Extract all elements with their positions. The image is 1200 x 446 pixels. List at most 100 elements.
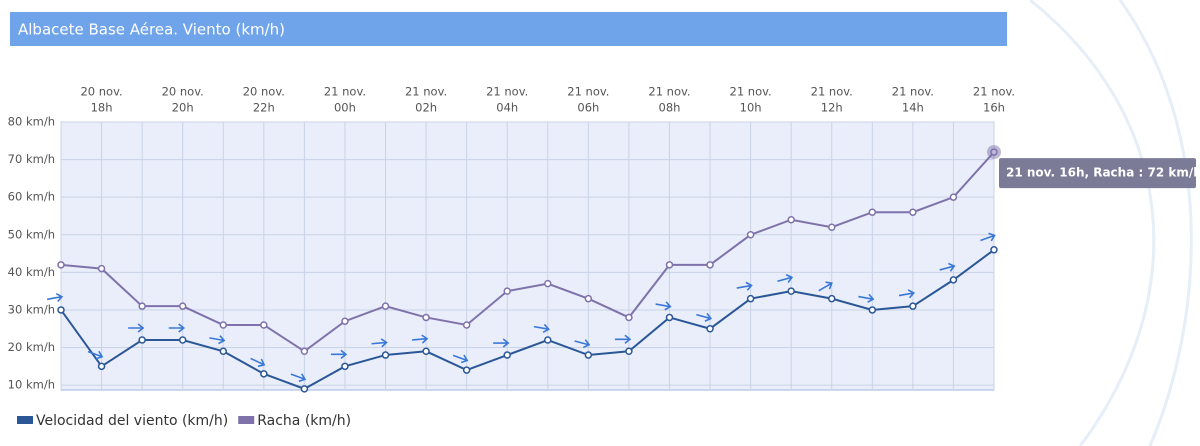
series-line (60, 248, 995, 390)
direction-arrow (168, 323, 185, 333)
data-point (827, 223, 836, 231)
data-point (178, 302, 187, 310)
data-point (97, 264, 106, 273)
y-tick-label: 40 km/h (8, 265, 55, 279)
data-point (97, 362, 106, 371)
data-point (584, 294, 593, 303)
data-point (138, 302, 146, 310)
series-line (60, 151, 995, 353)
data-point (57, 306, 65, 314)
x-tick-label: 21 nov. (324, 85, 366, 99)
direction-arrow (493, 338, 510, 348)
data-point (300, 347, 309, 356)
x-tick-label: 21 nov. (730, 85, 772, 99)
x-tick-label: 21 nov. (405, 85, 447, 99)
x-tick-label: 21 nov. (811, 85, 853, 99)
x-tick-label: 00h (334, 101, 356, 115)
data-point (827, 294, 836, 303)
chart-title: Albacete Base Aérea. Viento (km/h) (18, 21, 285, 39)
legend-swatch (238, 416, 255, 424)
x-tick-label: 21 nov. (567, 85, 609, 99)
tooltip-text: 21 nov. 16h, Racha : 72 km/h (1006, 166, 1200, 180)
data-point (422, 347, 430, 356)
tooltip-box (999, 158, 1196, 189)
direction-arrow (818, 281, 833, 292)
x-tick-label: 14h (902, 101, 924, 115)
data-point (746, 294, 755, 303)
x-tick-label: 20h (172, 101, 194, 115)
data-point (57, 261, 65, 269)
direction-arrow (128, 323, 145, 333)
direction-arrow (574, 339, 591, 349)
x-tick-label: 02h (415, 101, 437, 115)
data-point (178, 336, 187, 344)
plot-area (60, 121, 995, 391)
direction-arrow (777, 274, 794, 283)
direction-arrow (250, 357, 266, 368)
legend-label: Racha (km/h) (257, 413, 351, 429)
direction-arrow (87, 350, 104, 360)
data-point (544, 279, 552, 288)
direction-arrow (696, 312, 713, 322)
data-point (422, 313, 430, 322)
data-point (706, 261, 714, 269)
data-point (665, 261, 674, 269)
y-tick-label: 70 km/h (8, 152, 55, 166)
background-decoration (1118, 0, 1193, 446)
title-bar (10, 12, 1007, 46)
y-tick-label: 50 km/h (8, 227, 55, 241)
x-tick-label: 20 nov. (243, 85, 285, 99)
data-point (746, 231, 755, 239)
data-point (787, 287, 795, 295)
x-tick-label: 06h (577, 101, 599, 115)
data-point (219, 321, 228, 329)
data-point (300, 385, 309, 393)
y-tick-label: 20 km/h (8, 340, 55, 354)
direction-arrow (371, 338, 388, 348)
direction-arrow (655, 301, 672, 311)
data-point (544, 336, 552, 344)
data-point (503, 351, 511, 359)
direction-arrow (46, 292, 64, 303)
x-tick-label: 21 nov. (892, 85, 934, 99)
data-point (949, 193, 958, 201)
data-point (625, 347, 633, 356)
data-point (625, 313, 633, 322)
data-point (341, 317, 349, 325)
direction-arrow (330, 349, 348, 359)
direction-arrow (898, 289, 916, 299)
data-point (503, 287, 511, 295)
x-tick-label: 16h (983, 101, 1005, 115)
data-point (868, 208, 877, 216)
direction-arrow (614, 334, 632, 344)
x-tick-label: 18h (91, 101, 113, 115)
x-tick-label: 21 nov. (486, 85, 528, 99)
data-point (462, 366, 471, 374)
x-tick-label: 12h (821, 101, 843, 115)
direction-arrow (533, 323, 550, 333)
data-point (138, 336, 146, 344)
legend-swatch (17, 416, 33, 424)
direction-arrow (858, 293, 875, 303)
data-point (260, 370, 268, 378)
data-point (584, 351, 593, 359)
highlight-point (987, 145, 1001, 160)
data-point (381, 351, 390, 359)
data-point (868, 306, 877, 314)
data-point (219, 347, 228, 356)
data-point (706, 324, 714, 333)
background-decoration (1029, 0, 1156, 446)
direction-arrow (980, 232, 996, 242)
x-tick-label: 21 nov. (973, 85, 1015, 99)
data-point (990, 246, 998, 254)
data-point (787, 215, 795, 224)
direction-arrow (452, 354, 469, 364)
direction-arrow (939, 262, 956, 272)
y-tick-label: 60 km/h (8, 190, 55, 204)
data-point (909, 302, 917, 310)
x-tick-label: 22h (253, 101, 275, 115)
direction-arrow (736, 281, 753, 291)
data-point (949, 276, 958, 284)
direction-arrow (412, 334, 429, 344)
